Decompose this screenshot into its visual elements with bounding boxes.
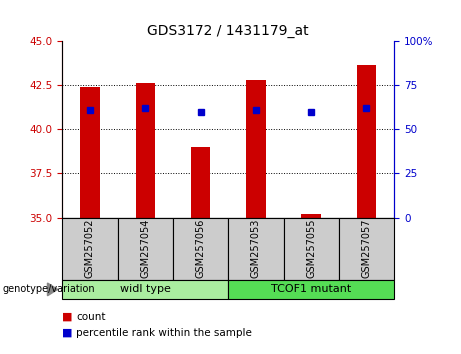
Text: count: count xyxy=(76,312,106,322)
Bar xyxy=(136,83,155,218)
Text: GSM257057: GSM257057 xyxy=(361,219,372,279)
Bar xyxy=(284,218,339,280)
Bar xyxy=(173,218,228,280)
Bar xyxy=(228,218,284,280)
Text: GSM257054: GSM257054 xyxy=(140,219,150,278)
Text: ■: ■ xyxy=(62,328,73,338)
Text: genotype/variation: genotype/variation xyxy=(2,284,95,295)
Text: TCOF1 mutant: TCOF1 mutant xyxy=(271,284,351,295)
Bar xyxy=(62,280,228,299)
Bar xyxy=(228,280,394,299)
Bar xyxy=(339,218,394,280)
Text: GSM257055: GSM257055 xyxy=(306,219,316,279)
Bar xyxy=(118,218,173,280)
Text: GSM257056: GSM257056 xyxy=(195,219,206,278)
Text: widl type: widl type xyxy=(120,284,171,295)
Text: GSM257053: GSM257053 xyxy=(251,219,261,278)
Text: GSM257052: GSM257052 xyxy=(85,219,95,279)
Title: GDS3172 / 1431179_at: GDS3172 / 1431179_at xyxy=(148,24,309,38)
Bar xyxy=(191,147,210,218)
Polygon shape xyxy=(47,283,58,296)
Text: percentile rank within the sample: percentile rank within the sample xyxy=(76,328,252,338)
Bar xyxy=(62,218,118,280)
Bar xyxy=(80,87,100,218)
Bar xyxy=(246,80,266,218)
Bar xyxy=(357,65,376,218)
Bar xyxy=(301,214,321,218)
Text: ■: ■ xyxy=(62,312,73,322)
